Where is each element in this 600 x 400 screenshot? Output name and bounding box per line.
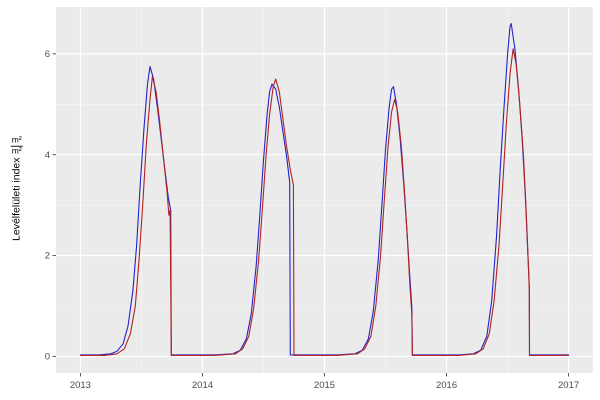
series-red bbox=[79, 48, 570, 356]
y-tick-label: 0 bbox=[45, 352, 50, 363]
y-tick-label: 2 bbox=[45, 251, 50, 262]
x-tick-label: 2016 bbox=[436, 380, 457, 391]
x-tick-label: 2014 bbox=[192, 380, 213, 391]
x-tick-label: 2013 bbox=[70, 380, 91, 391]
y-tick-label: 6 bbox=[45, 49, 50, 60]
x-tick-label: 2017 bbox=[558, 380, 579, 391]
x-tick-label: 2015 bbox=[314, 380, 335, 391]
y-tick-label: 4 bbox=[45, 150, 50, 161]
